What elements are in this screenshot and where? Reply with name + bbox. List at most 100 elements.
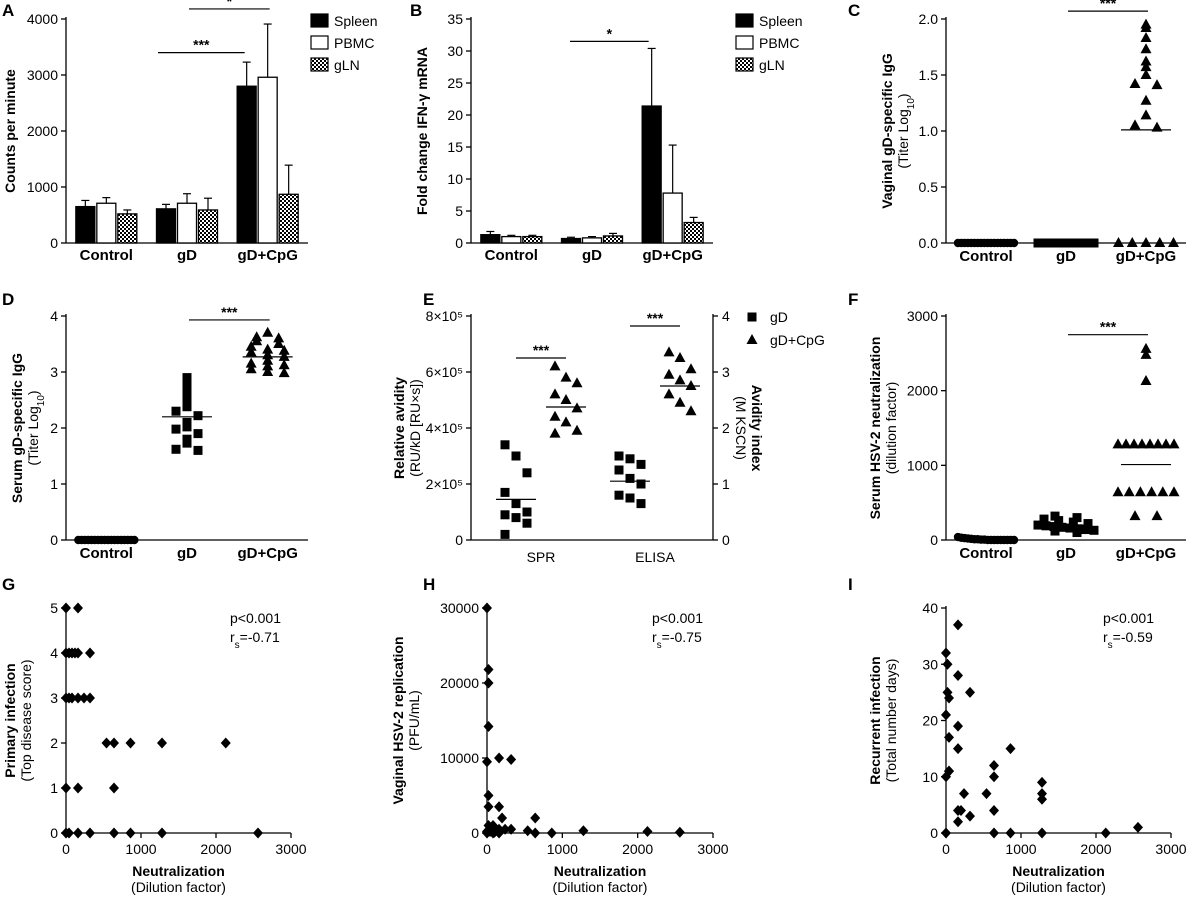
y-axis-label: Serum gD-specific IgG — [9, 353, 25, 503]
data-point — [1140, 109, 1152, 120]
data-point — [262, 366, 274, 376]
data-point — [522, 825, 533, 837]
y-tick-label: 4 — [50, 645, 58, 661]
panel-letter: B — [410, 1, 422, 20]
data-point — [625, 454, 635, 464]
data-point — [73, 782, 83, 794]
data-point — [549, 360, 561, 371]
data-point — [85, 827, 95, 839]
data-point — [245, 363, 257, 374]
bar-pbmc — [257, 76, 278, 244]
x-axis-sublabel: (Dilution factor) — [553, 879, 648, 895]
panel-E: E 0 2×10⁵ 4×10⁵ 6×10⁵ 8×10⁵ 0 1 2 3 4 Relative avid… — [391, 290, 825, 565]
data-point — [500, 440, 510, 450]
y-tick-label: 10000 — [440, 750, 479, 766]
panel-I: I 0 10 20 30 40 Recurrent infection (Total numb… — [848, 575, 1187, 895]
data-point — [483, 801, 494, 813]
significance-label: * — [227, 0, 233, 9]
legend-swatch — [735, 35, 754, 50]
data-point — [1037, 776, 1047, 788]
data-point — [1112, 486, 1124, 497]
y-axis-label: Relative avidity — [391, 377, 407, 479]
y-tick-label-right: 2 — [722, 420, 730, 436]
data-point — [220, 737, 231, 749]
data-point — [636, 479, 646, 489]
data-point — [182, 402, 192, 412]
bar-spleen — [155, 208, 177, 244]
data-point — [1140, 21, 1152, 32]
data-point — [1151, 79, 1163, 90]
data-point — [1140, 237, 1152, 247]
panel-letter: E — [423, 290, 434, 309]
data-point — [130, 535, 139, 545]
data-point — [965, 686, 975, 698]
data-point — [494, 827, 505, 839]
data-point — [1140, 43, 1152, 54]
x-category-label: gD — [1056, 248, 1076, 265]
y-tick-label: 4 — [50, 308, 58, 324]
y-tick-label: 0 — [455, 532, 463, 548]
data-point — [965, 810, 975, 822]
y-tick-label: 2000 — [907, 383, 938, 399]
data-point — [1134, 486, 1146, 497]
bar-spleen — [560, 237, 582, 244]
bar-pbmc — [96, 202, 117, 244]
data-point — [506, 754, 517, 765]
data-point — [157, 827, 167, 839]
data-point — [511, 513, 521, 523]
y-tick-label: 3 — [50, 364, 58, 380]
data-point — [625, 473, 635, 483]
x-category-label: gD — [1056, 545, 1076, 562]
data-point — [262, 360, 274, 371]
data-point — [944, 692, 954, 704]
y-axis-sublabel-subscript: 10 — [906, 98, 917, 110]
bar-spleen — [75, 205, 96, 244]
x-tick-label: 0 — [942, 841, 950, 857]
x-category-label: gD — [582, 247, 602, 264]
x-category-label: Control — [80, 545, 133, 562]
bar-pbmc — [662, 192, 683, 244]
panel-letter: G — [2, 575, 15, 594]
data-point — [571, 377, 583, 388]
stat-r-value: =-0.71 — [240, 629, 280, 645]
y-tick-label: 0 — [930, 532, 938, 548]
data-point — [278, 350, 290, 361]
data-point — [1136, 438, 1148, 449]
data-point — [1140, 94, 1152, 105]
bar-pbmc — [581, 237, 603, 244]
data-point — [522, 507, 532, 517]
y-tick-label: 0.0 — [919, 235, 939, 251]
panel-letter: F — [848, 290, 858, 309]
data-point — [1140, 61, 1152, 72]
data-point — [1129, 119, 1141, 130]
x-tick-label: 3000 — [697, 841, 728, 857]
data-point — [1083, 519, 1093, 529]
data-point — [253, 827, 263, 839]
y-tick-label: 2×10⁵ — [426, 476, 463, 492]
data-point — [85, 692, 95, 704]
data-point — [1126, 237, 1138, 247]
y-tick-label: 5 — [455, 203, 463, 219]
stat-r: r — [652, 629, 657, 645]
data-point — [182, 422, 192, 432]
data-point — [1152, 438, 1164, 449]
data-point — [953, 619, 963, 631]
y-tick-label-right: 1 — [722, 476, 730, 492]
data-point — [278, 367, 290, 378]
legend-label: Spleen — [759, 13, 803, 29]
data-point — [482, 756, 492, 768]
x-category-label: gD+CpG — [642, 247, 702, 264]
significance-label: *** — [193, 37, 210, 53]
data-point — [1160, 438, 1172, 449]
data-point — [483, 790, 494, 801]
data-point — [1072, 528, 1082, 538]
data-point — [182, 388, 192, 398]
stat-spearman: rs=-0.75 — [652, 629, 702, 651]
panel-G: G 0 1 2 3 4 5 Primary infection (Top disease sco… — [2, 575, 307, 895]
stat-r-subscript: s — [1108, 640, 1113, 651]
data-point — [1140, 55, 1152, 66]
data-point — [1054, 516, 1064, 526]
data-point — [182, 383, 192, 393]
data-point — [674, 374, 686, 385]
panel-letter: I — [848, 575, 853, 594]
